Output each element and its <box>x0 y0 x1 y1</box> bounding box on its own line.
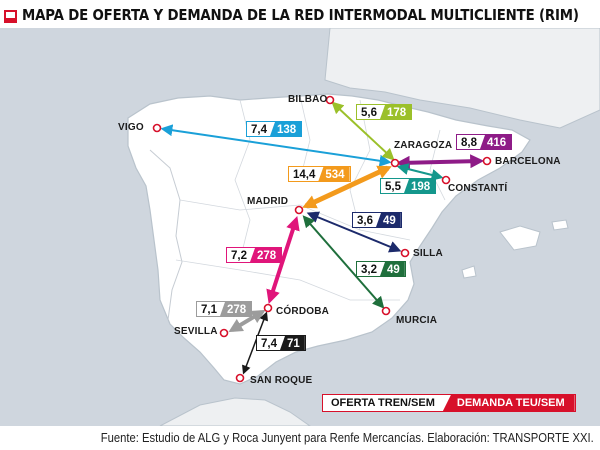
city-marker-madrid <box>294 205 304 215</box>
city-marker-murcia <box>381 306 391 316</box>
checkbox-square-icon <box>4 10 17 23</box>
city-label-murcia: MURCIA <box>396 315 438 326</box>
africa-landmass <box>159 397 311 426</box>
ibiza-island <box>461 265 477 279</box>
city-marker-barcelona <box>482 156 492 166</box>
demand-value: 278 <box>220 302 252 316</box>
portugal-border <box>149 149 183 321</box>
offer-value: 7,1 <box>197 302 220 316</box>
legend-offer-label: OFERTA TREN/SEM <box>331 397 435 409</box>
demand-value: 178 <box>380 105 412 119</box>
offer-value: 7,4 <box>257 336 280 350</box>
offer-value: 7,2 <box>227 248 250 262</box>
city-marker-vigo <box>152 123 162 133</box>
city-marker-constanti <box>441 175 451 185</box>
offer-value: 7,4 <box>247 122 270 136</box>
arrow-madrid <box>302 165 392 209</box>
arrow-cordoba <box>266 216 300 304</box>
offer-value: 3,6 <box>353 213 376 227</box>
arrow-barcelona <box>395 154 485 170</box>
route-badge-barcelona: 8,8 416 <box>456 134 513 150</box>
city-label-bilbao: BILBAO <box>288 94 328 105</box>
page-title: MAPA DE OFERTA Y DEMANDA DE LA RED INTER… <box>22 6 579 24</box>
arrow-sanroque <box>242 311 268 375</box>
demand-value: 138 <box>270 122 302 136</box>
route-badge-bilbao: 5,6 178 <box>356 104 413 120</box>
demand-value: 49 <box>376 213 401 227</box>
city-label-cordoba: CÓRDOBA <box>276 306 330 317</box>
city-marker-sanroque <box>235 373 245 383</box>
france-landmass <box>324 28 600 129</box>
city-label-barcelona: BARCELONA <box>495 156 561 167</box>
city-label-sanroque: SAN ROQUE <box>250 375 313 386</box>
route-badge-cordoba: 7,2 278 <box>226 247 283 263</box>
demand-value: 534 <box>318 167 350 181</box>
offer-value: 3,2 <box>357 262 380 276</box>
city-marker-zaragoza <box>390 158 400 168</box>
offer-value: 8,8 <box>457 135 480 149</box>
city-label-constanti: CONSTANTÍ <box>448 183 508 194</box>
demand-value: 416 <box>480 135 512 149</box>
arrow-bilbao <box>331 101 395 161</box>
demand-value: 198 <box>404 179 436 193</box>
route-badge-vigo: 7,4 138 <box>246 121 303 137</box>
offer-value: 14,4 <box>289 167 319 181</box>
route-badge-constanti: 5,5 198 <box>380 178 437 194</box>
city-marker-sevilla <box>219 328 229 338</box>
city-marker-silla <box>400 248 410 258</box>
demand-value: 49 <box>380 262 405 276</box>
city-marker-cordoba <box>263 303 273 313</box>
route-badge-murcia: 3,2 49 <box>356 261 406 277</box>
offer-value: 5,5 <box>381 179 404 193</box>
map-svg <box>127 28 600 426</box>
footer: Fuente: Estudio de ALG y Roca Junyent pa… <box>0 428 600 450</box>
city-label-zaragoza: ZARAGOZA <box>394 140 453 151</box>
header: MAPA DE OFERTA Y DEMANDA DE LA RED INTER… <box>0 0 600 30</box>
legend: OFERTA TREN/SEM DEMANDA TEU/SEM <box>322 394 576 412</box>
route-badge-sanroque: 7,4 71 <box>256 335 306 351</box>
demand-value: 71 <box>280 336 305 350</box>
route-badge-sevilla: 7,1 278 <box>196 301 253 317</box>
mallorca-island <box>499 225 541 251</box>
source-note: Fuente: Estudio de ALG y Roca Junyent pa… <box>101 431 594 445</box>
menorca-island <box>551 219 569 231</box>
arrow-murcia <box>302 215 385 309</box>
legend-demand-label: DEMANDA TEU/SEM <box>442 395 575 411</box>
city-label-sevilla: SEVILLA <box>174 326 218 337</box>
demand-value: 278 <box>250 248 282 262</box>
city-label-madrid: MADRID <box>247 196 289 207</box>
arrow-constanti <box>396 163 444 181</box>
route-badge-silla: 3,6 49 <box>352 212 402 228</box>
city-label-silla: SILLA <box>413 248 443 259</box>
route-badge-madrid: 14,4 534 <box>288 166 351 182</box>
city-label-vigo: VIGO <box>118 122 144 133</box>
city-marker-bilbao <box>325 95 335 105</box>
offer-value: 5,6 <box>357 105 380 119</box>
